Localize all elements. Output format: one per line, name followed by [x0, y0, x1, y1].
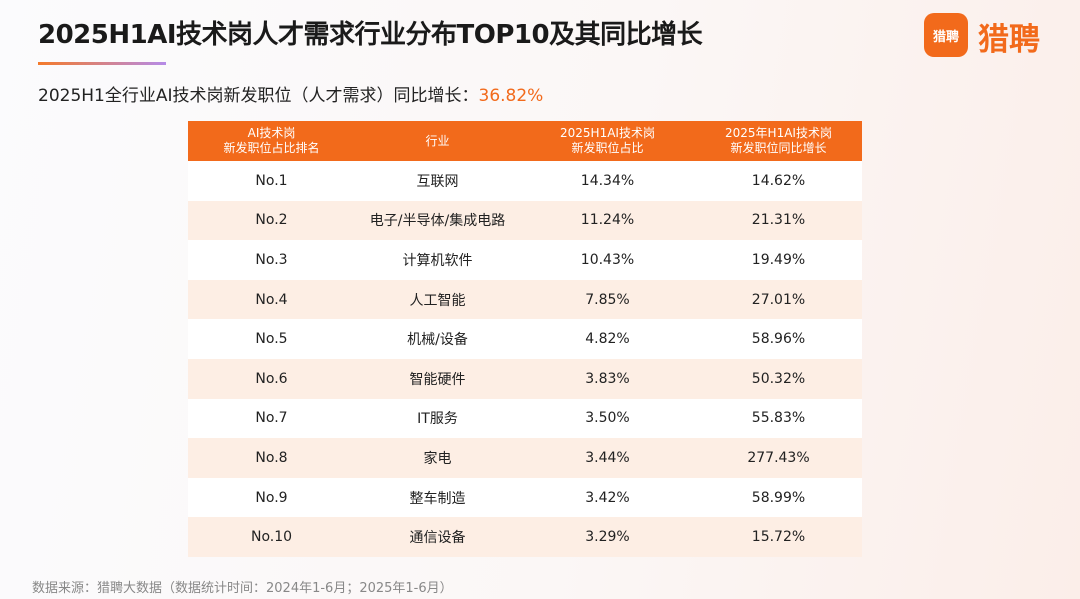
- table-cell: IT服务: [355, 398, 520, 439]
- subtitle-value: 36.82%: [478, 86, 544, 106]
- table-cell: No.9: [188, 477, 355, 518]
- table-row: No.7 IT服务 3.50% 55.83%: [188, 398, 862, 439]
- column-header: 2025年H1AI技术岗 新发职位同比增长: [695, 121, 862, 161]
- table-cell: 3.29%: [520, 517, 695, 557]
- table-row: No.8 家电 3.44% 277.43%: [188, 438, 862, 478]
- table-row: No.10 通信设备 3.29% 15.72%: [188, 517, 862, 557]
- table-cell: 机械/设备: [355, 319, 520, 359]
- table-cell: 14.62%: [695, 161, 862, 201]
- table-cell: 3.42%: [520, 477, 695, 518]
- table-cell: 整车制造: [355, 477, 520, 518]
- column-header-line: 新发职位占比排名: [223, 141, 320, 155]
- table-cell: 家电: [355, 438, 520, 478]
- logo-text: 猎聘: [978, 22, 1040, 58]
- table-row: No.6 智能硬件 3.83% 50.32%: [188, 358, 862, 399]
- column-header-line: 新发职位占比: [571, 141, 644, 155]
- table-cell: 互联网: [355, 161, 520, 201]
- table-cell: 58.99%: [695, 477, 862, 518]
- table-row: No.4 人工智能 7.85% 27.01%: [188, 279, 862, 320]
- table-cell: 14.34%: [520, 161, 695, 201]
- subtitle-label: 2025H1全行业AI技术岗新发职位（人才需求）同比增长：: [38, 86, 479, 106]
- column-header-line: 行业: [425, 133, 450, 148]
- table-cell: 50.32%: [695, 358, 862, 399]
- source-note: 数据来源：猎聘大数据（数据统计时间：2024年1-6月；2025年1-6月）: [32, 581, 453, 596]
- table-cell: 277.43%: [695, 438, 862, 478]
- table-body: No.1 互联网 14.34% 14.62% No.2 电子/半导体/集成电路 11.24%…: [188, 161, 862, 557]
- table-cell: No.10: [188, 517, 355, 557]
- table-cell: 58.96%: [695, 319, 862, 359]
- table-cell: 10.43%: [520, 240, 695, 280]
- table-cell: 3.50%: [520, 398, 695, 439]
- table-cell: 3.83%: [520, 358, 695, 399]
- table-cell: 11.24%: [520, 200, 695, 241]
- column-header-line: 2025年H1AI技术岗: [725, 126, 832, 140]
- table-row: No.2 电子/半导体/集成电路 11.24% 21.31%: [188, 200, 862, 241]
- table-cell: 19.49%: [695, 240, 862, 280]
- title: 2025H1AI技术岗人才需求行业分布TOP10及其同比增长: [38, 20, 703, 50]
- table-cell: 15.72%: [695, 517, 862, 557]
- table-row: No.1 互联网 14.34% 14.62%: [188, 161, 862, 201]
- table-cell: No.6: [188, 358, 355, 399]
- table-cell: No.8: [188, 438, 355, 478]
- table-cell: 27.01%: [695, 279, 862, 320]
- table-cell: 人工智能: [355, 279, 520, 320]
- column-header-line: 2025H1AI技术岗: [560, 126, 655, 140]
- title-underline: [38, 62, 166, 65]
- column-header: 行业: [355, 121, 520, 161]
- table-cell: No.4: [188, 279, 355, 320]
- column-header: 2025H1AI技术岗 新发职位占比: [520, 121, 695, 161]
- table-row: No.5 机械/设备 4.82% 58.96%: [188, 319, 862, 359]
- table-cell: 通信设备: [355, 517, 520, 557]
- column-header-line: 新发职位同比增长: [730, 141, 827, 155]
- table-cell: No.2: [188, 200, 355, 241]
- logo-badge: 猎聘: [924, 13, 968, 57]
- table-cell: 3.44%: [520, 438, 695, 478]
- data-table: AI技术岗 新发职位占比排名 行业 2025H1AI技术岗 新发职位占比 2025年H1A…: [188, 121, 862, 557]
- column-header-line: AI技术岗: [247, 126, 296, 140]
- subtitle: 2025H1全行业AI技术岗新发职位（人才需求）同比增长：36.82%: [38, 81, 543, 106]
- table-cell: 计算机软件: [355, 240, 520, 280]
- table-cell: No.3: [188, 240, 355, 280]
- table-row: No.9 整车制造 3.42% 58.99%: [188, 477, 862, 518]
- column-header: AI技术岗 新发职位占比排名: [188, 121, 355, 161]
- table-cell: 55.83%: [695, 398, 862, 439]
- table-cell: 4.82%: [520, 319, 695, 359]
- table-cell: 21.31%: [695, 200, 862, 241]
- table-cell: 智能硬件: [355, 358, 520, 399]
- table-cell: No.1: [188, 161, 355, 201]
- table-cell: 电子/半导体/集成电路: [355, 200, 520, 241]
- table-cell: 7.85%: [520, 279, 695, 320]
- table-row: No.3 计算机软件 10.43% 19.49%: [188, 240, 862, 280]
- header-row: AI技术岗 新发职位占比排名 行业 2025H1AI技术岗 新发职位占比 2025年H1A…: [188, 121, 862, 161]
- table-cell: No.5: [188, 319, 355, 359]
- table-cell: No.7: [188, 398, 355, 439]
